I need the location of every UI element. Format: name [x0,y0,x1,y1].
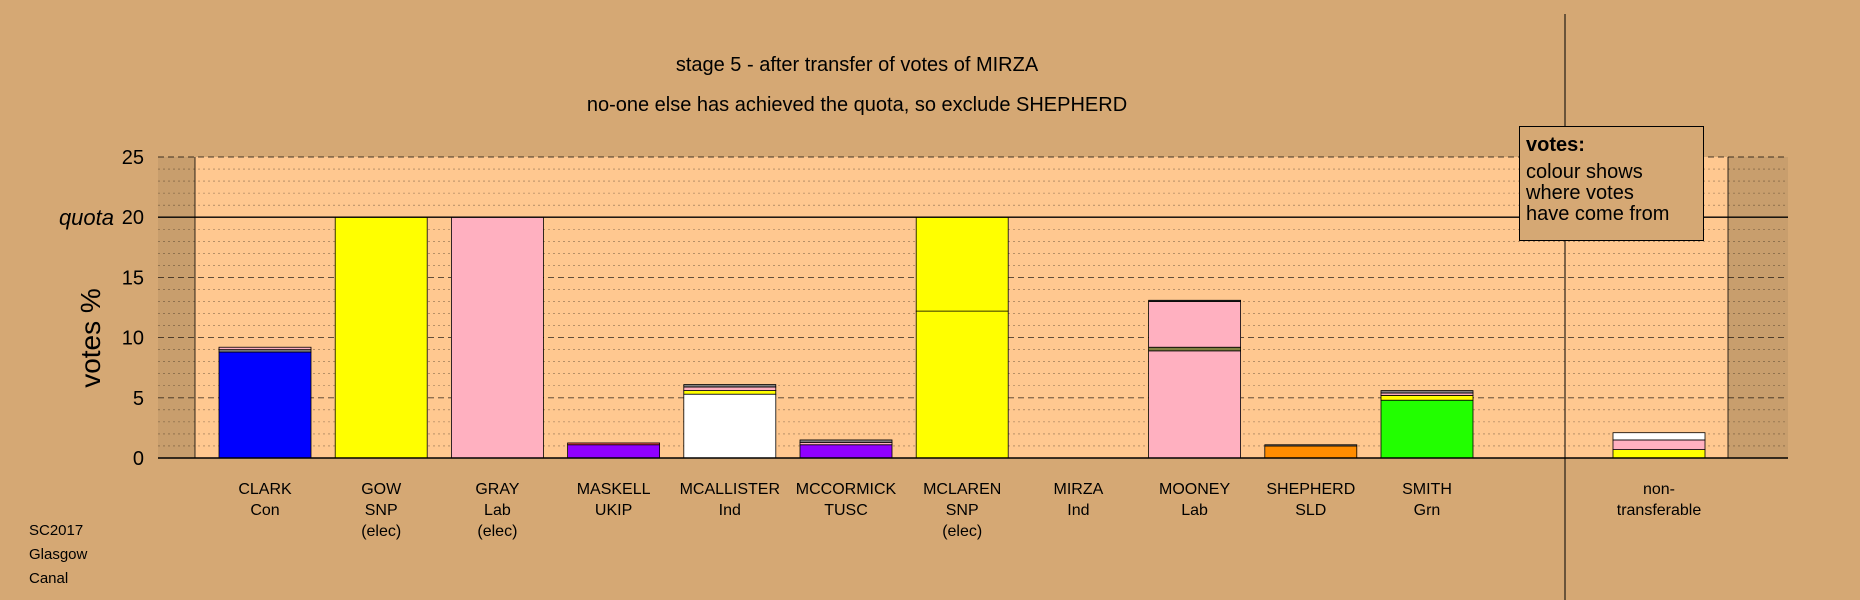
chart-subtitle: no-one else has achieved the quota, so e… [587,94,1127,116]
bar-mooney-segment-2 [1148,301,1241,348]
candidate-label-mclaren: MCLAREN [923,481,1001,498]
bar-mcallister-segment-3 [683,384,777,388]
nontransferable-label: non- [1643,481,1675,498]
bar-mccormick-segment-2 [799,439,893,443]
y-tick-label: 5 [133,388,144,410]
bar-smith-segment-0 [1380,399,1474,459]
candidate-label-mirza: MIRZA [1054,481,1104,498]
candidate-label-gow: GOW [361,481,402,498]
candidate-label-mccormick: TUSC [824,502,868,519]
bar-mccormick-segment-0 [799,444,893,459]
bar-gow-segment-0 [334,216,428,459]
candidate-label-mclaren: (elec) [942,523,982,540]
y-tick-label: 15 [122,267,144,289]
bar-mcallister-segment-0 [683,393,777,459]
plot-right-shade [1728,157,1788,458]
legend-line-3: have come from [1526,203,1670,225]
candidate-label-shepherd: SLD [1295,502,1326,519]
footer-council: Glasgow [29,546,88,563]
candidate-label-clark: Con [250,502,279,519]
y-axis-label: votes % [75,288,106,388]
candidate-label-gow: SNP [365,502,398,519]
bar-gray-segment-0 [450,216,544,459]
bar-mclaren-segment-1 [915,216,1009,312]
y-tick-label: 0 [133,448,144,470]
bar-smith-segment-3 [1380,390,1474,394]
quota-label: quota [59,205,114,230]
candidate-label-shepherd: SHEPHERD [1266,481,1355,498]
candidate-label-gray: (elec) [477,523,517,540]
bar-maskell-segment-1 [567,442,660,446]
candidate-label-gow: (elec) [361,523,401,540]
bar-shepherd-segment-1 [1264,444,1358,447]
legend-line-1: colour shows [1526,161,1643,183]
candidate-label-mcallister: Ind [719,502,741,519]
bar-smith-segment-1 [1380,394,1474,401]
bar-shepherd-segment-0 [1264,445,1358,459]
candidate-label-gray: Lab [484,502,511,519]
bar-mooney-segment-1 [1148,346,1241,352]
bar-nontransferable-segment-1 [1612,439,1706,450]
bar-clark-segment-0 [218,351,312,459]
legend-title: votes: [1526,134,1585,156]
candidate-label-mclaren: SNP [946,502,979,519]
bar-clark-segment-2 [218,346,312,351]
candidate-label-mooney: Lab [1181,502,1208,519]
bar-mcallister-segment-2 [683,386,777,391]
bar-mooney-segment-3 [1148,299,1241,302]
footer-ward: Canal [29,570,69,587]
candidate-label-mccormick: MCCORMICK [796,481,897,498]
candidate-label-gray: GRAY [475,481,519,498]
bar-nontransferable-segment-0 [1612,449,1706,459]
legend-line-2: where votes [1526,182,1634,204]
candidate-label-mcallister: MCALLISTER [680,481,780,498]
chart-title: stage 5 - after transfer of votes of MIR… [676,54,1039,76]
footer-election: SC2017 [29,522,84,539]
y-tick-label: 20 [122,207,144,229]
candidate-label-maskell: MASKELL [577,481,651,498]
candidate-label-mooney: MOONEY [1159,481,1230,498]
y-tick-label: 25 [122,147,144,169]
candidate-label-smith: Grn [1414,502,1441,519]
bar-mcallister-segment-1 [683,390,777,395]
bar-mclaren-segment-0 [915,310,1009,459]
bar-nontransferable-segment-2 [1612,432,1706,441]
bar-mooney-segment-0 [1148,350,1241,459]
candidate-label-mirza: Ind [1067,502,1089,519]
candidate-label-clark: CLARK [238,481,292,498]
nontransferable-label: transferable [1617,502,1702,519]
candidate-label-maskell: UKIP [595,502,632,519]
bar-maskell-segment-0 [567,444,660,459]
plot-left-shade [158,157,195,458]
y-tick-label: 10 [122,328,144,350]
legend: votes: colour shows where votes have com… [1519,126,1704,241]
candidate-label-smith: SMITH [1402,481,1452,498]
